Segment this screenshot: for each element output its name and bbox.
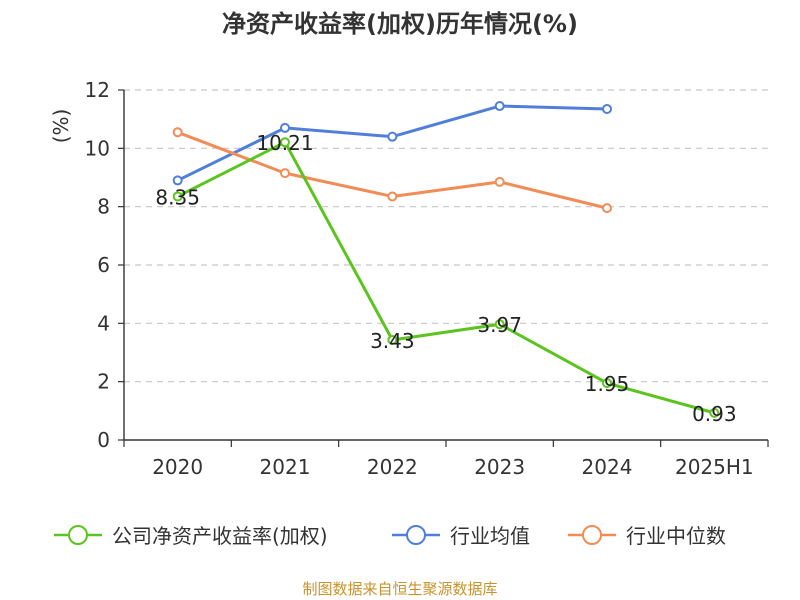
legend-line-marker-icon — [568, 524, 616, 545]
data-label: 1.95 — [585, 372, 630, 396]
data-point — [494, 319, 505, 330]
data-label: 0.93 — [692, 402, 737, 426]
legend-label: 行业均值 — [450, 524, 530, 548]
grid-lines — [124, 89, 768, 383]
x-tick-label: 2023 — [474, 455, 525, 479]
data-point — [494, 101, 505, 112]
data-point — [602, 378, 612, 389]
data-point — [280, 168, 290, 179]
legend: 公司净资产收益率(加权) 行业均值 行业中位数 — [0, 520, 800, 556]
y-tick-label: 2 — [97, 370, 110, 394]
data-point — [602, 203, 612, 214]
y-tick-label: 8 — [97, 195, 110, 219]
data-labels: 8.35 10.21 3.43 3.97 1.95 0.93 — [155, 131, 736, 426]
data-point — [387, 334, 398, 345]
source-footnote: 制图数据来自恒生聚源数据库 — [302, 580, 498, 598]
legend-label: 行业中位数 — [626, 524, 726, 548]
x-tick-label: 2020 — [152, 455, 203, 479]
data-point — [387, 131, 398, 142]
data-point — [602, 103, 612, 114]
data-point — [280, 122, 290, 133]
legend-line-marker-icon — [54, 524, 102, 545]
series-line — [177, 104, 608, 182]
data-label: 3.43 — [370, 329, 415, 353]
x-tick-label: 2025H1 — [675, 455, 754, 479]
data-point — [280, 137, 290, 148]
chart-title: 净资产收益率(加权)历年情况(%) — [222, 10, 578, 38]
data-point — [709, 407, 720, 418]
axes: 0 2 4 6 8 10 12 2020 2021 2022 2023 2024 2025H1 — [85, 78, 769, 479]
data-point — [172, 175, 183, 186]
data-point — [387, 191, 398, 202]
data-point — [172, 127, 183, 138]
legend-item-industry-median[interactable]: 行业中位数 — [566, 520, 726, 549]
legend-item-industry-mean[interactable]: 行业均值 — [390, 520, 530, 549]
y-tick-label: 0 — [97, 428, 110, 452]
x-tick-label: 2022 — [367, 455, 418, 479]
series-line — [176, 140, 715, 415]
data-label: 8.35 — [155, 185, 200, 209]
legend-line-marker-icon — [392, 524, 440, 545]
y-tick-label: 10 — [85, 136, 110, 160]
x-tick-label: 2024 — [582, 455, 633, 479]
legend-item-company-roe[interactable]: 公司净资产收益率(加权) — [52, 520, 328, 549]
y-axis-label: (%) — [49, 109, 73, 144]
data-point — [172, 191, 183, 202]
series-group — [172, 101, 720, 418]
data-label: 3.97 — [477, 313, 522, 337]
legend-label: 公司净资产收益率(加权) — [112, 524, 328, 548]
data-label: 10.21 — [256, 131, 313, 155]
y-tick-label: 12 — [85, 78, 110, 102]
y-tick-label: 6 — [97, 253, 110, 277]
y-tick-label: 4 — [97, 311, 110, 335]
data-point — [494, 176, 505, 187]
x-tick-label: 2021 — [260, 455, 311, 479]
